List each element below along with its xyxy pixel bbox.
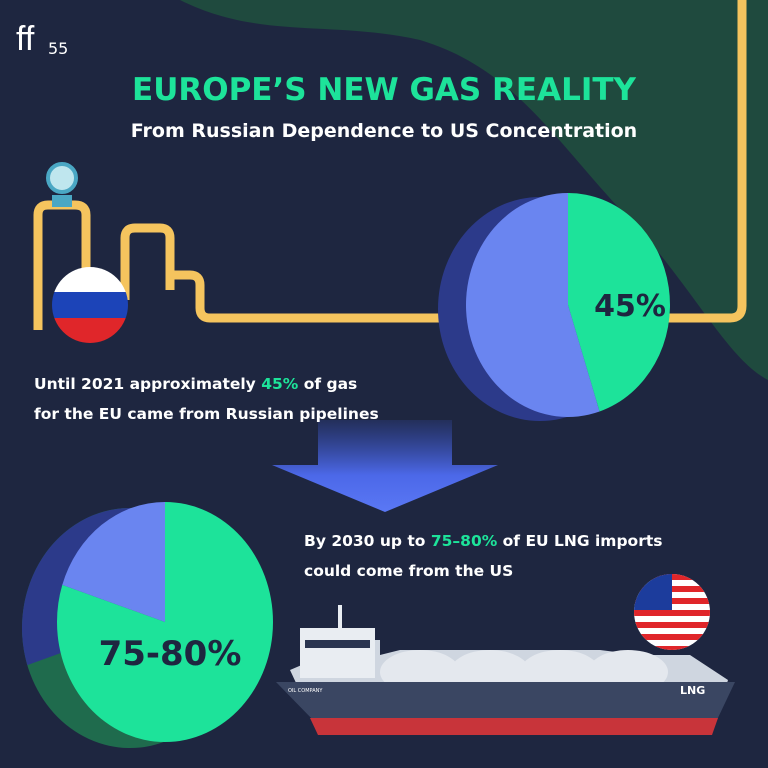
logo-number: 55 [48,39,68,58]
gauge [46,162,78,194]
green-blob [180,0,768,380]
title: EUROPE’S NEW GAS REALITY [132,72,636,108]
pie-slice [568,193,671,412]
caption-1: Until 2021 approximately 45% of gas [34,375,357,393]
logo-letters: ff [16,20,35,58]
valve [52,195,72,207]
ship-name: LNG [680,684,705,697]
russia-flag [52,267,128,343]
caption-text: of EU LNG imports [497,532,662,550]
pie-label: 45% [594,289,666,324]
caption-text: By 2030 up to [304,532,431,550]
pie-label: 75-80% [99,634,242,674]
ship-company: OIL COMPANY [288,688,323,694]
down-arrow [272,420,498,512]
caption-highlight: 45% [261,375,299,393]
pie-rest [62,502,165,622]
caption-text: Until 2021 approximately [34,375,261,393]
caption-2: By 2030 up to 75–80% of EU LNG imports [304,532,662,550]
pie-slice [57,584,165,622]
lng-ship: OIL COMPANY LNG [276,605,735,735]
caption-highlight: 75–80% [431,532,498,550]
caption-text: of gas [298,375,357,393]
caption-1-line2: for the EU came from Russian pipelines [34,405,379,423]
subtitle: From Russian Dependence to US Concentrat… [131,120,637,142]
pie-rest [466,193,600,418]
caption-2-line2: could come from the US [304,562,513,580]
